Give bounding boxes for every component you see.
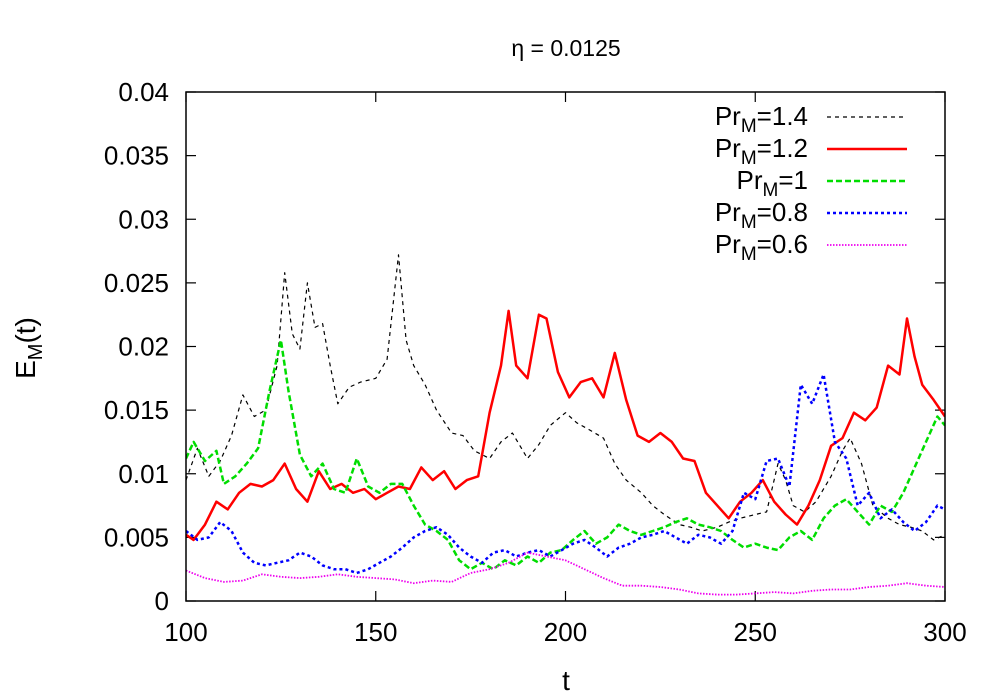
legend-label-base: Pr: [715, 133, 741, 163]
series-line-2: [186, 338, 945, 571]
y-tick-label: 0.04: [118, 77, 169, 107]
plot-frame: [185, 91, 946, 602]
legend-label-sub: M: [741, 244, 757, 265]
y-tick-label: 0.03: [118, 204, 169, 234]
legend-label-sub: M: [741, 148, 757, 169]
x-tick-label: 150: [354, 617, 397, 647]
x-axis-label: t: [562, 665, 570, 696]
y-tick-label: 0.035: [104, 141, 169, 171]
y-axis-label-suffix: (t): [10, 317, 41, 343]
series-line-3: [186, 373, 945, 575]
legend-label-2: PrM=1: [737, 165, 808, 201]
x-tick-label: 250: [734, 617, 777, 647]
x-tick-label: 100: [164, 617, 207, 647]
y-tick-label: 0: [155, 586, 169, 616]
legend-label-sub: M: [741, 116, 757, 137]
series-line-4: [186, 551, 945, 596]
series-line-0: [186, 254, 945, 541]
legend-label-suffix: =1: [778, 165, 808, 195]
y-axis-label-sub: M: [25, 344, 47, 361]
legend-label-suffix: =0.8: [757, 197, 808, 227]
legend-label-sub: M: [763, 180, 779, 201]
y-tick-label: 0.005: [104, 522, 169, 552]
legend-label-base: Pr: [715, 197, 741, 227]
legend-label-base: Pr: [737, 165, 763, 195]
legend-label-suffix: =1.4: [757, 101, 808, 131]
y-tick-label: 0.025: [104, 268, 169, 298]
y-axis-label: EM(t): [10, 317, 47, 379]
svg-text:EM(t): EM(t): [10, 317, 47, 379]
legend-label-4: PrM=0.6: [715, 229, 808, 265]
legend-label-base: Pr: [715, 101, 741, 131]
legend-label-3: PrM=0.8: [715, 197, 808, 233]
legend-label-sub: M: [741, 212, 757, 233]
ticks: 100 150 200 250 300 0 0.005 0.01 0.015 0.02 0.025 0…: [104, 77, 967, 647]
y-tick-label: 0.01: [118, 459, 169, 489]
y-tick-label: 0.015: [104, 395, 169, 425]
legend-label-base: Pr: [715, 229, 741, 259]
legend-label-0: PrM=1.4: [715, 101, 808, 137]
legend-label-suffix: =0.6: [757, 229, 808, 259]
chart-title: η = 0.0125: [511, 35, 620, 61]
legend-label-1: PrM=1.2: [715, 133, 808, 169]
x-tick-label: 200: [544, 617, 587, 647]
legend-label-suffix: =1.2: [757, 133, 808, 163]
series-line-1: [186, 309, 945, 542]
series-lines: [186, 254, 945, 596]
y-tick-label: 0.02: [118, 332, 169, 362]
x-tick-label: 300: [923, 617, 966, 647]
y-axis-label-base: E: [10, 360, 41, 379]
